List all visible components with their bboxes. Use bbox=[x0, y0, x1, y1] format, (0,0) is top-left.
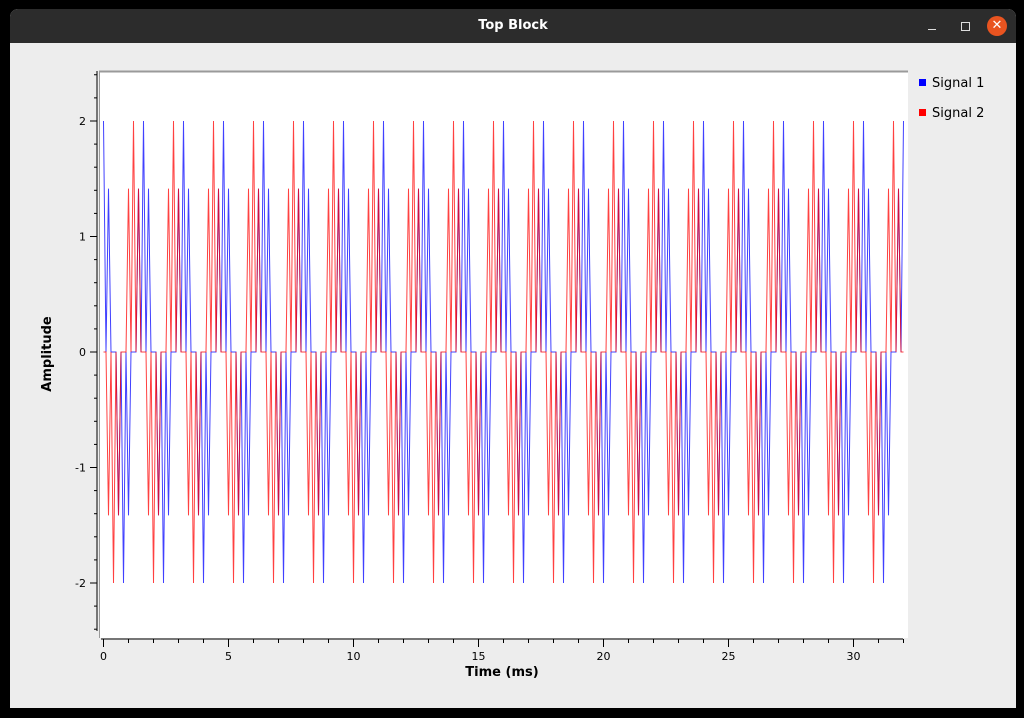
x-tick-label: 20 bbox=[597, 650, 611, 663]
x-axis-title: Time (ms) bbox=[465, 665, 538, 680]
x-axis-ticks: 0 5 10 15 20 25 30 bbox=[100, 639, 904, 663]
legend-label-2[interactable]: Signal 2 bbox=[932, 106, 984, 121]
y-tick-label: 0 bbox=[79, 346, 86, 359]
x-tick-label: 15 bbox=[472, 650, 486, 663]
x-tick-label: 10 bbox=[347, 650, 361, 663]
maximize-button[interactable] bbox=[955, 16, 975, 36]
legend[interactable]: Signal 1 Signal 2 bbox=[919, 76, 984, 121]
y-tick-label: 2 bbox=[79, 115, 86, 128]
legend-swatch-1 bbox=[919, 79, 926, 86]
y-axis-ticks: -2 -1 0 1 2 bbox=[75, 74, 97, 630]
y-tick-label: -2 bbox=[75, 577, 86, 590]
series-line-2 bbox=[103, 120, 904, 584]
maximize-icon bbox=[960, 21, 970, 31]
time-plot[interactable]: -2 -1 0 1 2 0 5 10 15 20 25 30 Amplitude Time (ms)… bbox=[10, 9, 1016, 708]
minimize-icon bbox=[928, 28, 936, 30]
legend-label-1[interactable]: Signal 1 bbox=[932, 76, 984, 91]
window-title: Top Block bbox=[478, 18, 548, 33]
y-axis-title: Amplitude bbox=[40, 316, 55, 392]
series-layer bbox=[103, 120, 904, 584]
minimize-button[interactable] bbox=[922, 16, 942, 36]
title-bar[interactable]: Top Block ✕ bbox=[10, 9, 1016, 43]
x-tick-label: 5 bbox=[225, 650, 232, 663]
x-tick-label: 30 bbox=[847, 650, 861, 663]
y-tick-label: 1 bbox=[79, 231, 86, 244]
y-tick-label: -1 bbox=[75, 462, 86, 475]
legend-swatch-2 bbox=[919, 109, 926, 116]
close-icon: ✕ bbox=[991, 18, 1003, 33]
x-tick-label: 0 bbox=[100, 650, 107, 663]
close-button[interactable]: ✕ bbox=[987, 16, 1007, 36]
app-window: Top Block ✕ -2 -1 0 1 2 0 5 10 15 20 25 30 Amplitu… bbox=[10, 9, 1016, 708]
x-tick-label: 25 bbox=[722, 650, 736, 663]
